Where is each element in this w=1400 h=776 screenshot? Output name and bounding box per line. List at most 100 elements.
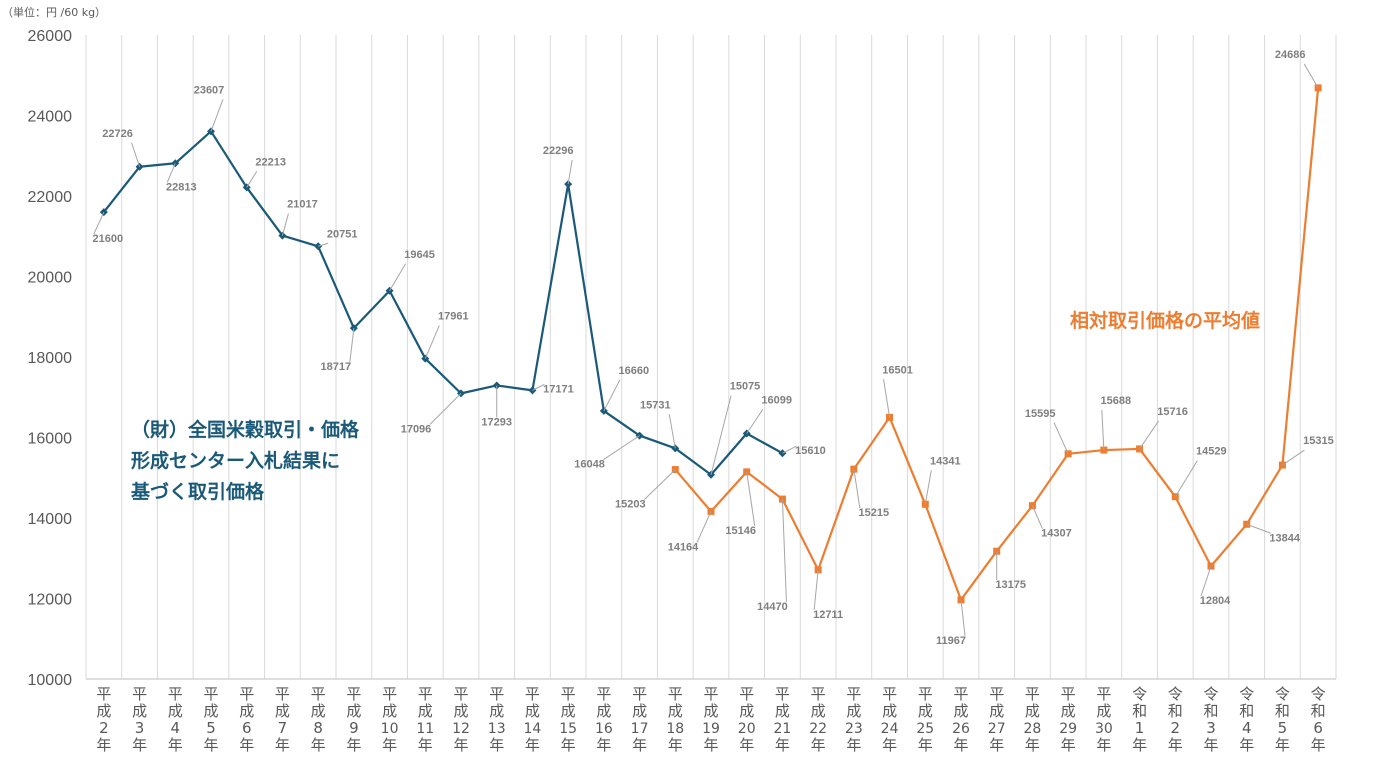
data-label: 15315 — [1303, 435, 1334, 447]
x-tick-label: 和 — [1239, 702, 1254, 720]
x-tick-label: 成 — [668, 702, 683, 720]
x-tick-label: 年 — [918, 736, 933, 754]
data-label: 14470 — [757, 601, 788, 613]
x-tick-label: 年 — [1239, 736, 1254, 754]
leader-line — [853, 469, 861, 509]
y-tick-label: 22000 — [28, 189, 73, 206]
x-tick-label: 平 — [525, 685, 540, 703]
x-tick-label: 平 — [775, 685, 790, 703]
leader-line — [1174, 460, 1198, 497]
x-tick-label: 平 — [846, 685, 861, 703]
data-label: 22213 — [255, 156, 286, 168]
x-tick-label: 平 — [1061, 685, 1076, 703]
data-label: 15595 — [1025, 408, 1056, 420]
x-tick-label: 令 — [1168, 685, 1183, 703]
x-tick-label: 成 — [1025, 702, 1040, 720]
x-tick-label: 成 — [1061, 702, 1076, 720]
data-label: 14529 — [1196, 446, 1227, 458]
x-tick-label: 平 — [346, 685, 361, 703]
x-tick-label: 成 — [489, 702, 504, 720]
x-tick-label: 平 — [1025, 685, 1040, 703]
x-tick-label: 成 — [596, 702, 611, 720]
data-label: 17171 — [543, 383, 574, 395]
data-label: 16048 — [574, 459, 605, 471]
x-tick-label: 成 — [561, 702, 576, 720]
data-label: 15203 — [615, 499, 646, 511]
y-tick-label: 14000 — [28, 511, 73, 528]
x-tick-label: 平 — [668, 685, 683, 703]
leader-line — [1031, 505, 1043, 529]
blue-series-annotation: （財）全国米穀取引・価格 形成センター入札結果に 基づく取引価格 — [131, 415, 359, 508]
x-tick-label: 成 — [1096, 702, 1111, 720]
x-tick-label: 年 — [1203, 736, 1218, 754]
unit-label: （単位：円 /60 kg） — [2, 6, 107, 19]
x-tick-label: 平 — [561, 685, 576, 703]
data-label: 17096 — [401, 423, 432, 435]
leader-line — [532, 383, 545, 391]
x-tick-label: 27 — [988, 721, 1006, 737]
leader-line — [246, 171, 258, 188]
x-tick-label: 和 — [1132, 702, 1147, 720]
leader-line — [429, 393, 462, 425]
x-tick-label: 平 — [882, 685, 897, 703]
leader-line — [710, 395, 732, 475]
x-tick-label: 年 — [668, 736, 683, 754]
data-label: 15075 — [730, 381, 761, 393]
y-tick-label: 20000 — [28, 270, 73, 287]
x-tick-label: 成 — [346, 702, 361, 720]
y-tick-label: 26000 — [28, 28, 73, 45]
data-label: 23607 — [194, 84, 225, 96]
x-tick-label: 成 — [525, 702, 540, 720]
leader-line — [1200, 565, 1212, 597]
series-line-orange — [674, 87, 1320, 601]
x-tick-label: 平 — [203, 685, 218, 703]
x-tick-label: 21 — [774, 721, 792, 737]
data-label: 16660 — [619, 365, 650, 377]
x-tick-label: 令 — [1311, 685, 1326, 703]
data-label: 19645 — [404, 249, 435, 261]
x-tick-label: 年 — [1096, 736, 1111, 754]
x-tick-label: 14 — [524, 721, 542, 737]
leader-line — [93, 211, 105, 235]
leader-line — [1246, 523, 1271, 534]
x-tick-label: 成 — [239, 702, 254, 720]
x-tick-label: 平 — [418, 685, 433, 703]
x-tick-label: 平 — [953, 685, 968, 703]
x-tick-label: 成 — [132, 702, 147, 720]
leader-line — [349, 328, 355, 363]
x-tick-label: 年 — [418, 736, 433, 754]
x-tick-label: 平 — [489, 685, 504, 703]
x-tick-label: 年 — [1275, 736, 1290, 754]
x-tick-label: 令 — [1275, 685, 1290, 703]
data-label: 15716 — [1157, 406, 1188, 418]
x-tick-label: 年 — [989, 736, 1004, 754]
leader-line — [424, 325, 440, 359]
x-tick-label: 成 — [168, 702, 183, 720]
x-tick-label: 平 — [453, 685, 468, 703]
x-tick-label: 年 — [775, 736, 790, 754]
x-tick-label: 成 — [418, 702, 433, 720]
x-tick-label: 和 — [1168, 702, 1183, 720]
x-tick-label: 24 — [881, 721, 899, 737]
x-tick-label: 7 — [278, 719, 288, 737]
x-tick-label: 8 — [313, 719, 323, 737]
x-tick-label: 成 — [203, 702, 218, 720]
leader-line — [813, 569, 819, 610]
x-tick-label: 成 — [275, 702, 290, 720]
data-label: 12804 — [1200, 595, 1231, 607]
x-tick-label: 年 — [1168, 736, 1183, 754]
x-tick-label: 年 — [239, 736, 254, 754]
x-tick-label: 年 — [1132, 736, 1147, 754]
x-tick-label: 年 — [632, 736, 647, 754]
x-tick-label: 20 — [738, 721, 756, 737]
y-tick-label: 12000 — [28, 592, 73, 609]
data-label: 13175 — [995, 579, 1026, 591]
x-tick-label: 年 — [596, 736, 611, 754]
x-tick-label: 平 — [239, 685, 254, 703]
leader-line — [210, 99, 224, 132]
leader-line — [1053, 422, 1069, 455]
data-label: 12711 — [813, 609, 843, 621]
x-tick-label: 年 — [489, 736, 504, 754]
x-tick-label: 平 — [311, 685, 326, 703]
x-tick-label: 17 — [631, 721, 649, 737]
